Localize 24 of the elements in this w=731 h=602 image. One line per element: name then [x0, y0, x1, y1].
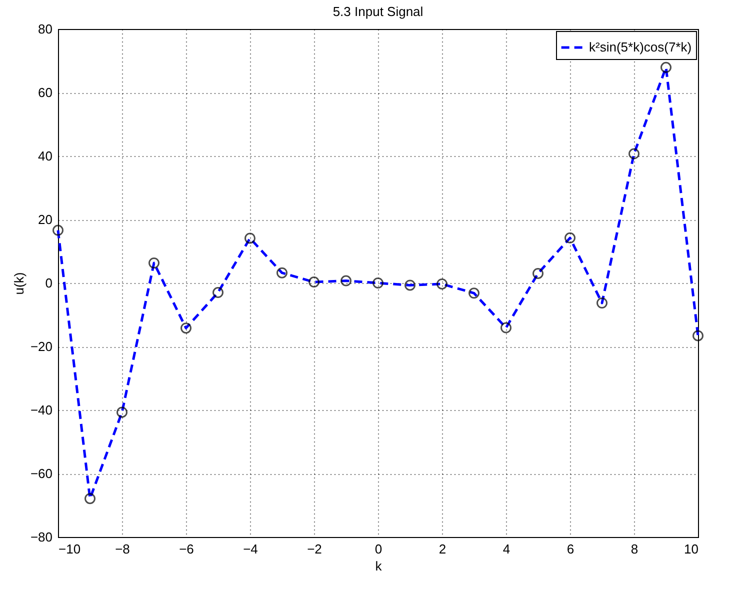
x-tick-label: −10	[58, 542, 81, 556]
x-tick-label: 4	[502, 542, 510, 556]
y-tick-label: 20	[38, 212, 52, 227]
x-tick-label: −6	[179, 542, 194, 556]
x-tick-label: 8	[630, 542, 638, 556]
y-tick-label: 0	[45, 276, 52, 290]
y-tick-label: −60	[30, 466, 52, 481]
y-tick-label: 80	[38, 22, 52, 36]
y-tick-label: 40	[38, 148, 52, 164]
x-tick-label: 0	[374, 542, 382, 556]
legend-label: k²sin(5*k)cos(7*k)	[589, 40, 692, 54]
chart-title: 5.3 Input Signal	[332, 4, 424, 19]
x-tick-label: −8	[115, 542, 130, 556]
y-axis-title: u(k)	[11, 272, 26, 295]
x-tick-label: −2	[307, 542, 322, 556]
x-axis-title: k	[375, 558, 382, 574]
y-tick-label: 60	[38, 85, 52, 100]
x-tick-label: 2	[438, 542, 446, 556]
x-tick-label: 10	[684, 542, 698, 556]
y-tick-label: −20	[30, 339, 52, 354]
y-tick-label: −40	[30, 402, 52, 418]
y-tick-label: −80	[30, 530, 52, 544]
x-tick-label: 6	[566, 542, 574, 556]
x-tick-label: −4	[243, 542, 258, 556]
